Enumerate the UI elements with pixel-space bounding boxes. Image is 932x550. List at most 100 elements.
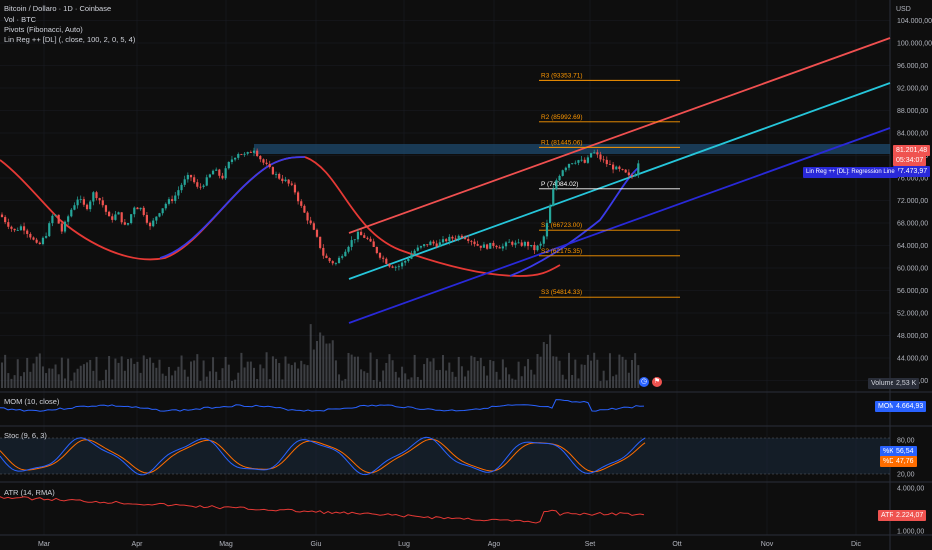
volume-bar — [495, 371, 498, 388]
volume-bar — [590, 360, 593, 388]
price-tick: 64.000,00 — [897, 243, 928, 250]
atr-axis-value: 2.224,07 — [893, 510, 927, 521]
stoch-k-value: 56,54 — [893, 446, 917, 457]
candle-body — [196, 182, 199, 187]
candle-body — [256, 150, 259, 157]
candle-body — [426, 244, 429, 246]
volume-bar — [429, 361, 432, 388]
candle-body — [312, 223, 315, 230]
volume-bar — [253, 367, 255, 388]
candle-body — [123, 222, 126, 225]
candle-body — [67, 216, 70, 222]
volume-bar — [407, 379, 410, 388]
atr-axis-tag: ATR — [878, 510, 898, 521]
candle-body — [281, 178, 284, 182]
candle-body — [111, 216, 114, 220]
candle-body — [567, 163, 571, 168]
candle-body — [504, 242, 508, 247]
candle-body — [438, 242, 441, 247]
volume-bar — [410, 377, 413, 388]
candle-body — [457, 235, 460, 239]
mom-legend[interactable]: MOM (10, close) — [4, 397, 60, 406]
volume-bar — [426, 358, 429, 388]
candle-body — [419, 246, 423, 248]
volume-bar — [287, 363, 290, 388]
volume-bar — [149, 357, 152, 388]
candle-body — [108, 211, 111, 217]
flag-icon[interactable]: ⚑ — [652, 377, 662, 387]
volume-bar — [624, 359, 627, 388]
time-label: Mag — [219, 541, 233, 548]
volume-bar — [79, 365, 82, 388]
candle-body — [297, 192, 300, 202]
pivot-label: S2 (62175.35) — [541, 248, 582, 255]
volume-bar — [76, 368, 79, 388]
candle-body — [35, 239, 38, 243]
pivots-legend[interactable]: Pivots (Fibonacci, Auto) — [4, 25, 83, 34]
volume-bar — [174, 370, 177, 388]
clock-icon[interactable]: ◷ — [639, 377, 649, 387]
candle-body — [126, 223, 130, 225]
stoch-legend[interactable]: Stoc (9, 6, 3) — [4, 431, 47, 440]
candle-body — [571, 163, 574, 165]
candle-body — [29, 233, 32, 238]
volume-bar — [596, 359, 599, 388]
candle-body — [621, 168, 624, 170]
volume-bar — [297, 368, 300, 388]
candle-body — [215, 169, 218, 171]
atr-legend[interactable]: ATR (14, RMA) — [4, 488, 55, 497]
volume-bar — [167, 366, 170, 388]
volume-bar — [577, 378, 580, 388]
volume-bar — [460, 366, 463, 388]
candle-body — [139, 207, 142, 210]
volume-bar — [489, 359, 492, 388]
time-label: Dic — [851, 541, 862, 548]
volume-bar — [300, 360, 303, 388]
candle-body — [243, 153, 246, 155]
candle-body — [148, 222, 152, 227]
volume-bar — [67, 358, 70, 388]
candle-body — [429, 241, 432, 246]
volume-bar — [312, 349, 315, 388]
candle-body — [76, 199, 79, 206]
candle-body — [293, 184, 297, 193]
volume-bar — [448, 362, 451, 388]
volume-bar — [353, 356, 356, 388]
candle-body — [303, 205, 306, 213]
price-tick: 60.000,00 — [897, 266, 928, 273]
symbol-title[interactable]: Bitcoin / Dollaro · 1D · Coinbase — [4, 4, 112, 13]
volume-bar — [243, 367, 246, 388]
candle-body — [492, 242, 495, 246]
volume-bar — [171, 375, 174, 388]
volume-bar — [523, 366, 526, 388]
volume-bar — [586, 354, 589, 388]
candle-body — [278, 173, 281, 179]
linreg-legend[interactable]: Lin Reg ++ [DL] (, close, 100, 2, 0, 5, … — [4, 35, 136, 44]
ma-red-right — [304, 156, 561, 277]
volume-bar — [108, 356, 111, 388]
volume-legend[interactable]: Vol · BTC — [4, 15, 37, 24]
volume-bar — [284, 356, 287, 388]
pivot-label: S1 (66723.00) — [541, 222, 582, 229]
volume-bar — [445, 370, 448, 388]
volume-bar — [599, 381, 602, 388]
candle-body — [523, 241, 526, 246]
candle-body — [70, 209, 73, 217]
currency-label[interactable]: USD — [896, 6, 911, 13]
candle-body — [561, 170, 564, 176]
candle-body — [375, 246, 378, 254]
volume-bar — [98, 380, 101, 388]
candle-body — [416, 247, 419, 251]
candle-body — [549, 205, 552, 224]
candle-body — [498, 247, 501, 249]
candle-body — [508, 241, 511, 243]
volume-bar — [54, 364, 57, 388]
volume-bar — [101, 380, 104, 388]
volume-bar — [256, 378, 259, 388]
volume-bar — [564, 379, 567, 388]
candle-body — [467, 238, 470, 241]
price-tick: 76.000,00 — [897, 176, 928, 183]
candle-body — [586, 157, 589, 163]
volume-axis-label: Volume — [868, 378, 898, 389]
